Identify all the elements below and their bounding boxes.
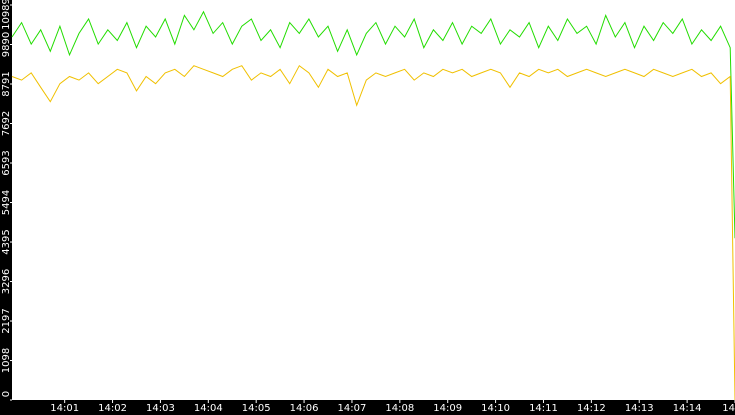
y-tick-label: 6593 — [1, 150, 12, 175]
y-tick-label: 4395 — [1, 229, 12, 254]
y-tick-label: 3296 — [1, 269, 12, 294]
x-tick-label: 14:02 — [98, 403, 127, 414]
x-tick-label: 14:03 — [146, 403, 175, 414]
x-tick-label: 14:08 — [385, 403, 414, 414]
x-tick-label: 14:01 — [50, 403, 79, 414]
y-tick-label: 2197 — [1, 308, 12, 333]
x-tick-label: 14:04 — [194, 403, 223, 414]
x-tick-label: 14 — [722, 403, 735, 414]
series-line — [11, 64, 735, 401]
y-tick-label: 9890 — [1, 32, 12, 57]
y-tick-label: 0 — [1, 391, 12, 397]
series-line — [11, 10, 735, 239]
y-axis-band — [0, 0, 12, 415]
x-tick-label: 14:14 — [673, 403, 702, 414]
y-tick-label: 1098 — [1, 348, 12, 373]
x-axis-band — [0, 400, 735, 415]
x-tick-label: 14:07 — [338, 403, 367, 414]
x-tick-label: 14:11 — [529, 403, 558, 414]
x-tick-label: 14:13 — [625, 403, 654, 414]
y-tick-label: 8791 — [1, 71, 12, 96]
x-tick-label: 14:09 — [433, 403, 462, 414]
y-tick-label: 10989 — [1, 0, 12, 30]
y-tick-label: 7692 — [1, 111, 12, 136]
x-tick-label: 14:10 — [481, 403, 510, 414]
x-tick-label: 14:06 — [290, 403, 319, 414]
x-tick-label: 14:05 — [242, 403, 271, 414]
x-tick-label: 14:12 — [577, 403, 606, 414]
y-tick-label: 5494 — [1, 190, 12, 215]
